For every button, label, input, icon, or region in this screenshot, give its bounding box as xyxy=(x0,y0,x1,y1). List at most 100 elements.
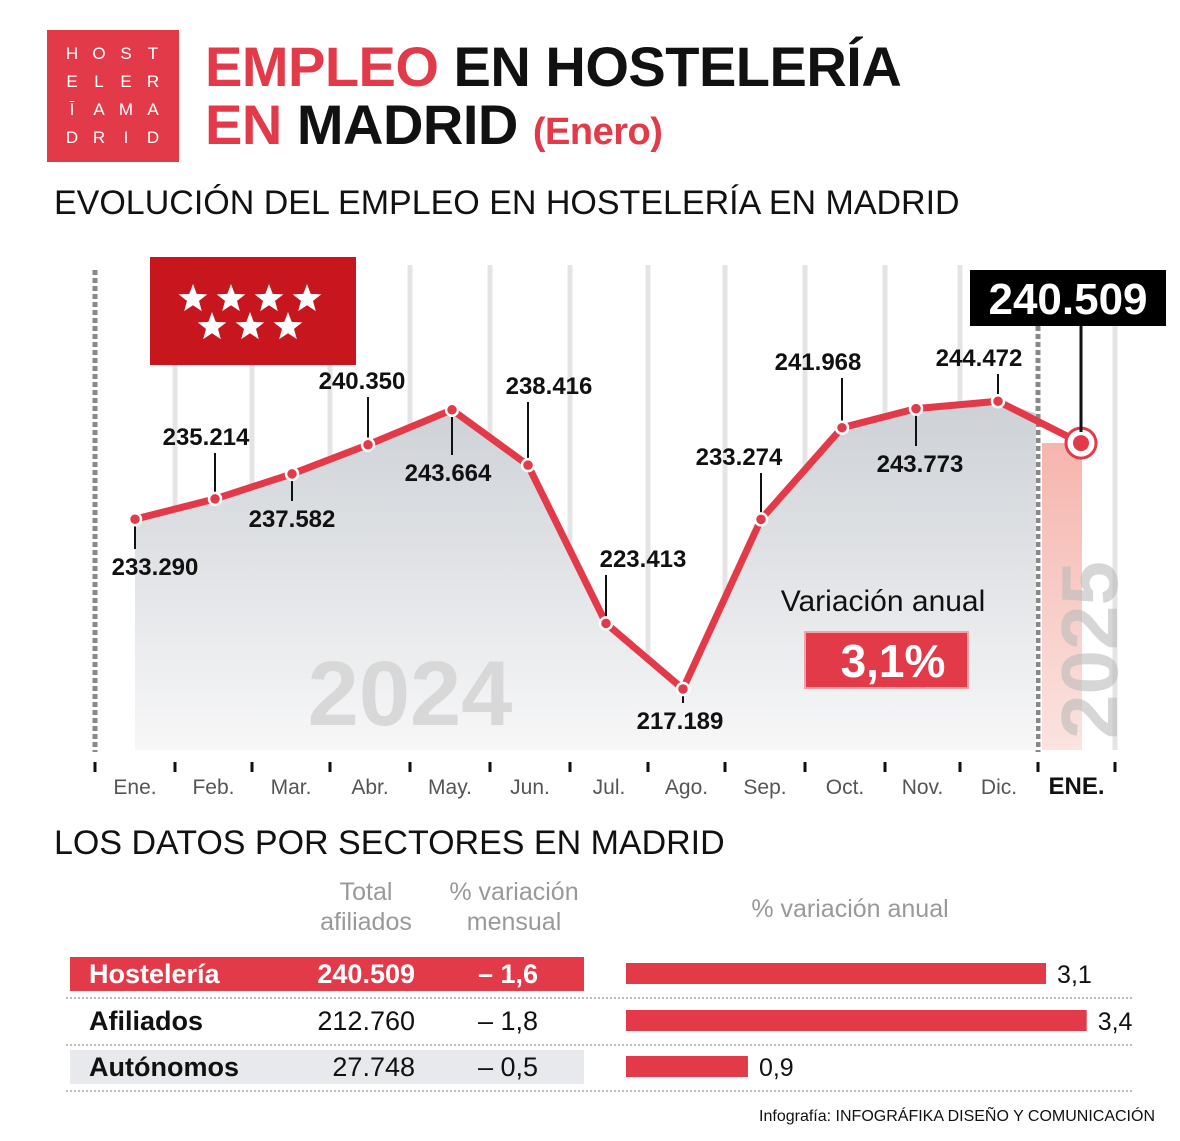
x-tick-label: Nov. xyxy=(902,776,944,799)
title-part: EN xyxy=(205,93,282,156)
star-icon xyxy=(235,312,265,340)
star-icon xyxy=(216,284,246,312)
row-divider xyxy=(66,1044,1132,1046)
logo-letter: I xyxy=(123,128,130,147)
row-monthly: – 1,8 xyxy=(477,1006,538,1036)
logo-letter: R xyxy=(92,128,107,147)
data-point xyxy=(598,616,614,631)
logo-letter: E xyxy=(120,72,133,91)
star-icon xyxy=(197,312,227,340)
logo-letter: L xyxy=(94,72,105,91)
logo-letter: M xyxy=(118,100,135,119)
data-point xyxy=(127,511,143,527)
star-icon xyxy=(292,284,322,312)
row-total: 240.509 xyxy=(317,959,415,989)
star-icon xyxy=(254,284,284,312)
bar xyxy=(626,1056,748,1077)
x-tick-label: May. xyxy=(428,776,472,799)
title-month: (Enero) xyxy=(532,111,663,153)
x-tick-label: Dic. xyxy=(981,776,1017,799)
logo-letter: D xyxy=(146,128,161,147)
logo-letter: S xyxy=(120,44,133,63)
x-tick-label: Oct. xyxy=(826,776,865,799)
line-chart: Ene. Feb. Mar. Abr. May. Jun. Jul. Ago. Sep. Oct.… xyxy=(92,257,1166,800)
madrid-flag xyxy=(150,257,356,365)
row-total: 27.748 xyxy=(332,1052,415,1082)
bar xyxy=(626,1010,1087,1031)
credit: Infografía: INFOGRÁFIKA DISEÑO Y COMUNIC… xyxy=(759,1108,1155,1126)
logo-letter: O xyxy=(92,44,107,63)
x-tick-label: Jul. xyxy=(593,776,626,799)
data-label: 243.773 xyxy=(877,451,964,478)
section-title-evolution: EVOLUCIÓN DEL EMPLEO EN HOSTELERÍA EN MA… xyxy=(54,184,960,222)
table-row: Hostelería 240.509 – 1,6 xyxy=(70,957,584,991)
logo-letter: Ī xyxy=(69,100,76,119)
data-point xyxy=(284,466,300,482)
data-label: 223.413 xyxy=(600,546,687,573)
section-title-sectors: LOS DATOS POR SECTORES EN MADRID xyxy=(54,824,725,862)
data-label: 243.664 xyxy=(405,460,492,487)
star-icon xyxy=(273,312,303,340)
title-part: EMPLEO xyxy=(205,35,439,98)
annual-variation-box xyxy=(804,631,969,689)
x-tick-label: Ene. xyxy=(113,776,156,799)
data-point xyxy=(360,437,376,452)
data-point xyxy=(753,512,769,527)
row-divider xyxy=(66,1090,1132,1092)
year-label-2025: 2025 xyxy=(1045,561,1134,739)
data-point xyxy=(1073,435,1089,452)
row-monthly: – 1,6 xyxy=(477,959,538,989)
data-label: 217.189 xyxy=(637,708,724,735)
row-name: Hostelería xyxy=(89,959,220,989)
data-label: 240.350 xyxy=(319,368,406,395)
star-icon xyxy=(178,284,208,312)
header-annual: % variación anual xyxy=(751,895,949,923)
flag-stars-icon xyxy=(178,284,322,340)
header-monthly: % variación mensual xyxy=(449,878,579,936)
title-part: EN HOSTELERÍA xyxy=(453,35,902,98)
x-tick-label: ENE. xyxy=(1048,773,1104,800)
x-tick-label: Ago. xyxy=(665,776,708,799)
logo-letter: D xyxy=(65,128,80,147)
data-point xyxy=(990,394,1006,409)
row-monthly: – 0,5 xyxy=(477,1052,538,1082)
logo-letter: A xyxy=(93,100,106,119)
credit-name: INFOGRÁFIKA DISEÑO Y COMUNICACIÓN xyxy=(835,1108,1155,1125)
data-label: 241.968 xyxy=(775,349,862,376)
data-point xyxy=(520,457,536,473)
annual-variation-value: 3,1% xyxy=(841,635,946,687)
x-tick-label: Sep. xyxy=(743,776,786,799)
data-point xyxy=(675,681,691,697)
logo-letter: E xyxy=(66,72,79,91)
row-divider xyxy=(66,997,1132,999)
highlight-value: 240.509 xyxy=(988,275,1147,324)
data-label: 238.416 xyxy=(506,373,593,400)
data-label: 237.582 xyxy=(249,506,336,533)
title-part: MADRID xyxy=(296,93,518,156)
x-tick-label: Mar. xyxy=(271,776,312,799)
annual-variation-label: Variación anual xyxy=(781,585,986,618)
logo-letter: H xyxy=(65,44,80,63)
data-label: 233.290 xyxy=(112,554,199,581)
data-label: 233.274 xyxy=(696,444,783,471)
logo-letter: R xyxy=(146,72,161,91)
x-tick-label: Jun. xyxy=(510,776,550,799)
x-tick-label: Abr. xyxy=(351,776,388,799)
year-label-2024: 2024 xyxy=(308,643,513,745)
data-label: 244.472 xyxy=(936,345,1023,372)
data-point xyxy=(444,402,460,418)
bar-label: 3,1 xyxy=(1057,961,1092,989)
main-title: EMPLEO EN HOSTELERÍA EN MADRID (Enero) xyxy=(205,35,902,161)
credit-prefix: Infografía: xyxy=(759,1108,836,1125)
bar xyxy=(626,963,1047,984)
row-name: Autónomos xyxy=(89,1052,239,1082)
data-point xyxy=(834,420,850,435)
row-total: 212.760 xyxy=(317,1006,415,1036)
highlight-box xyxy=(970,270,1166,326)
data-label: 235.214 xyxy=(163,424,250,451)
logo-letter: A xyxy=(147,100,160,119)
logo-letter: T xyxy=(147,44,160,63)
band-2025 xyxy=(1042,443,1082,750)
